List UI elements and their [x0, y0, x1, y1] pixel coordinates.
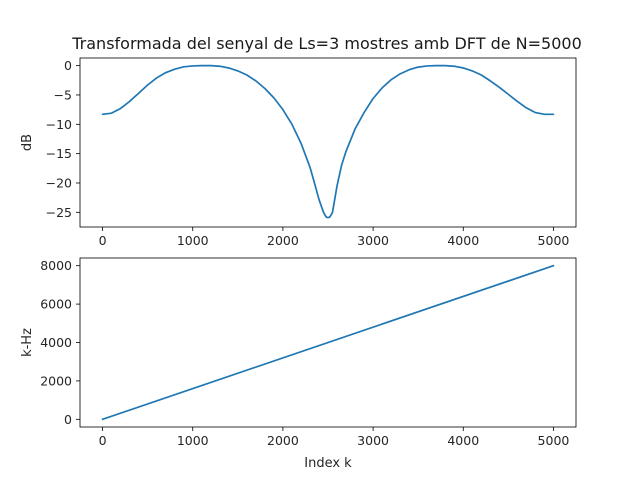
x-tick-label: 0	[99, 233, 107, 248]
x-tick-label: 4000	[447, 433, 479, 448]
x-tick-label: 2000	[267, 433, 299, 448]
y-tick-label: 2000	[40, 373, 72, 388]
y-axis-label: dB	[20, 134, 35, 151]
y-tick-label: 0	[64, 412, 72, 427]
x-tick-label: 5000	[538, 433, 570, 448]
x-tick-label: 0	[99, 433, 107, 448]
data-line-1-0	[101, 264, 555, 421]
top-plot-dB: 0 1000 2000 3000 4000 5000 0 −5 −10 −15 −20 −25 dB	[20, 57, 577, 248]
y-tick-label: 8000	[40, 258, 72, 273]
axes-frame	[79, 57, 577, 228]
y-tick-label: −15	[46, 146, 72, 161]
x-tick-label: 3000	[357, 433, 389, 448]
x-axis-label: Index k	[304, 456, 352, 471]
y-tick-label: −5	[54, 87, 72, 102]
x-tick-label: 1000	[177, 233, 209, 248]
bottom-plot-kHz: 0 1000 2000 3000 4000 5000 0 2000 4000 6000 8000 k-…	[20, 257, 577, 471]
chart-title: Transformada del senyal de Ls=3 mostres …	[71, 34, 582, 53]
x-tick-label: 1000	[177, 433, 209, 448]
y-tick-label: 0	[64, 58, 72, 73]
y-axis-label: k-Hz	[20, 328, 35, 357]
x-tick-label: 2000	[267, 233, 299, 248]
y-tick-label: −20	[46, 175, 72, 190]
x-tick-label: 3000	[357, 233, 389, 248]
data-line-0-0	[101, 64, 555, 219]
x-tick-label: 4000	[447, 233, 479, 248]
y-tick-label: 4000	[40, 335, 72, 350]
y-tick-label: −10	[46, 117, 72, 132]
x-tick-label: 5000	[538, 233, 570, 248]
y-tick-label: −25	[46, 205, 72, 220]
y-tick-label: 6000	[40, 297, 72, 312]
